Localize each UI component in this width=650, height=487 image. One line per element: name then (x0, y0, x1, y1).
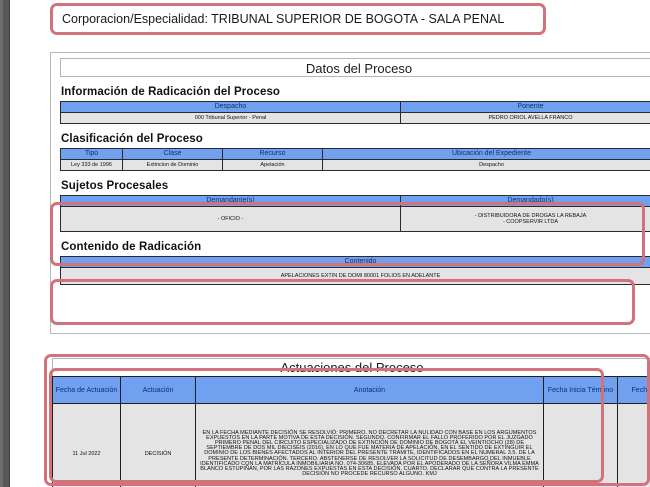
col-ponente: Ponente (400, 101, 650, 113)
table-header-row: Demandante(s) Demandado(s) (60, 195, 650, 207)
table-clasificacion: Tipo Clase Recurso Ubicación del Expedie… (60, 148, 650, 171)
cell-fecha-fin-termino (617, 403, 650, 487)
actuaciones-title: Actuaciones del Proceso (52, 358, 650, 376)
table-radicacion: Despacho Ponente 000 Tribunal Superior -… (60, 101, 650, 124)
col-contenido: Contenido (60, 256, 650, 268)
table-row: - OFICIO - - DISTRIBUIDORA DE DROGAS LA … (60, 206, 650, 232)
col-fecha-actuacion: Fecha de Actuación (52, 376, 121, 404)
cell-despacho: 000 Tribunal Superior - Penal (60, 112, 401, 124)
cell-contenido: APELACIONES EXTIN DE DOMI 80001 FOLIOS E… (60, 267, 650, 285)
section-label-contenido: Contenido de Radicación (61, 241, 202, 253)
section-label-clasificacion: Clasificación del Proceso (61, 133, 203, 145)
table-header-row: Despacho Ponente (60, 101, 650, 113)
datos-proceso-title: Datos del Proceso (60, 58, 650, 77)
col-demandante: Demandante(s) (60, 195, 401, 207)
table-row: 000 Tribunal Superior - Penal PEDRO ORIO… (60, 112, 650, 124)
table-row: APELACIONES EXTIN DE DOMI 80001 FOLIOS E… (60, 267, 650, 285)
left-gutter-inner (0, 0, 3, 487)
cell-tipo: Ley 333 de 1996 (60, 159, 123, 171)
col-recurso: Recurso (222, 148, 323, 160)
cell-ubicacion-expediente: Despacho (322, 159, 650, 171)
cell-ponente: PEDRO ORIOL AVELLA FRANCO (400, 112, 650, 124)
left-gutter-bar (0, 0, 10, 487)
col-tipo: Tipo (60, 148, 123, 160)
cell-demandante: - OFICIO - (60, 206, 401, 232)
cell-clase: Extincion de Dominio (122, 159, 223, 171)
table-header-row: Contenido (60, 256, 650, 268)
section-label-sujetos: Sujetos Procesales (61, 180, 169, 192)
cell-demandado: - DISTRIBUIDORA DE DROGAS LA REBAJA - CO… (400, 206, 650, 232)
col-demandado: Demandado(s) (400, 195, 650, 207)
table-row: Ley 333 de 1996 Extincion de Dominio Ape… (60, 159, 650, 171)
table-sujetos-procesales: Demandante(s) Demandado(s) - OFICIO - - … (60, 195, 650, 232)
cell-actuacion: DECISIÓN (120, 403, 196, 487)
cell-anotacion: EN LA FECHA MEDIANTE DECISIÓN SE RESOLVI… (195, 403, 544, 487)
col-actuacion: Actuación (120, 376, 196, 404)
corporacion-especialidad-line: Corporacion/Especialidad: TRIBUNAL SUPER… (55, 8, 540, 30)
table-header-row: Fecha de Actuación Actuación Anotación F… (52, 376, 650, 404)
datos-proceso-card: Datos del Proceso Información de Radicac… (50, 52, 650, 334)
col-ubicacion-expediente: Ubicación del Expediente (322, 148, 650, 160)
cell-fecha-actuacion: 11 Jul 2022 (52, 403, 121, 487)
section-label-radicacion: Información de Radicación del Proceso (61, 86, 281, 98)
col-despacho: Despacho (60, 101, 401, 113)
table-header-row: Tipo Clase Recurso Ubicación del Expedie… (60, 148, 650, 160)
table-row: 11 Jul 2022 DECISIÓN EN LA FECHA MEDIANT… (52, 403, 650, 487)
col-clase: Clase (122, 148, 223, 160)
table-contenido: Contenido APELACIONES EXTIN DE DOMI 8000… (60, 256, 650, 285)
col-anotacion: Anotación (195, 376, 544, 404)
cell-recurso: Apelación (222, 159, 323, 171)
actuaciones-section: Actuaciones del Proceso Fecha de Actuaci… (48, 358, 650, 487)
table-actuaciones: Fecha de Actuación Actuación Anotación F… (52, 376, 650, 487)
col-fecha-inicia-termino: Fecha Inicia Término (543, 376, 618, 404)
cell-fecha-inicia-termino (543, 403, 618, 487)
col-fecha-fin-termino: Fecha Fi Térmi (617, 376, 650, 404)
